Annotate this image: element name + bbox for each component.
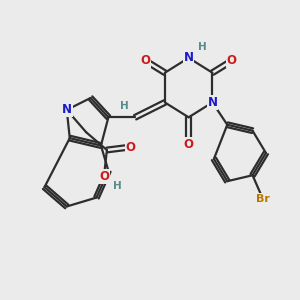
Text: O: O	[126, 140, 136, 154]
Text: H: H	[198, 43, 206, 52]
Text: O: O	[99, 170, 109, 183]
Text: O: O	[140, 54, 151, 67]
Text: N: N	[62, 103, 72, 116]
Text: O: O	[227, 54, 237, 67]
Text: N: N	[184, 51, 194, 64]
Text: H: H	[113, 181, 122, 191]
Text: H: H	[120, 101, 129, 111]
Text: N: N	[207, 96, 218, 109]
Text: O: O	[184, 138, 194, 151]
Text: Br: Br	[256, 194, 270, 204]
